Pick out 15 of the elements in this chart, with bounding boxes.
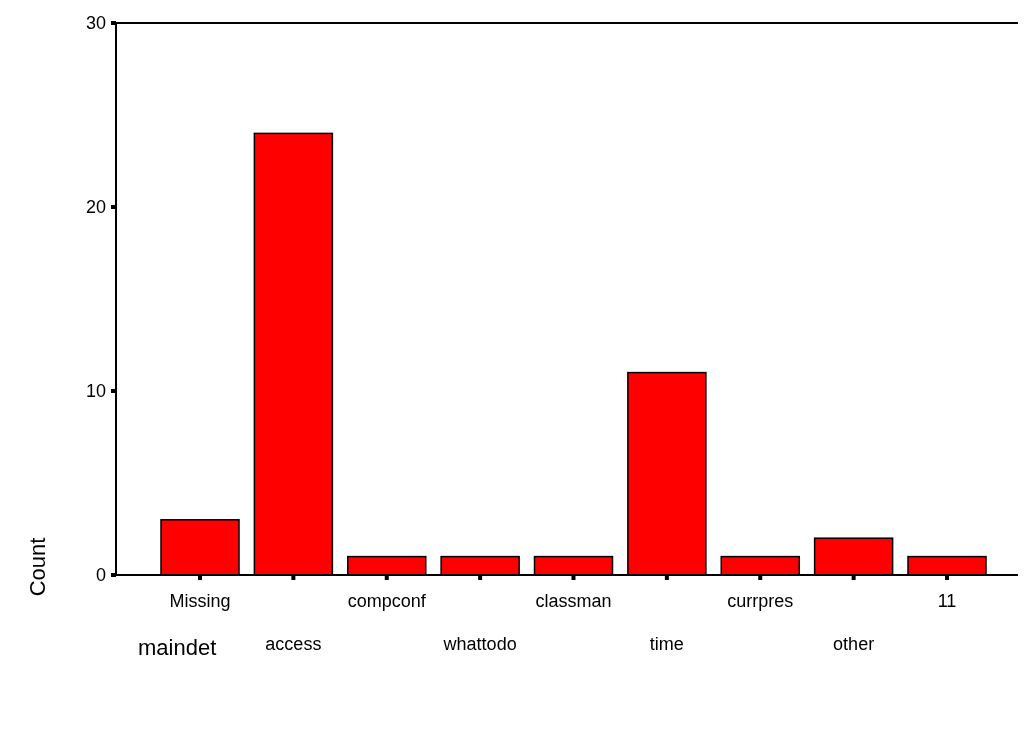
x-tick-label: time: [649, 634, 684, 654]
x-tick-label: Missing: [169, 591, 231, 611]
x-tick-label: 11: [937, 591, 957, 611]
y-tick-label: 20: [85, 197, 106, 218]
x-axis-title: maindet: [138, 635, 217, 660]
x-tick-label: currpres: [727, 591, 794, 611]
y-tick-label: 10: [85, 381, 106, 402]
y-axis-title: Count: [25, 537, 50, 597]
y-tick-label: 30: [85, 13, 106, 34]
y-tick-label: 0: [95, 565, 106, 586]
x-tick-label: other: [833, 634, 875, 654]
x-tick-label: compconf: [347, 591, 427, 611]
x-tick-label: classman: [535, 591, 612, 611]
x-tick-label: access: [265, 634, 322, 654]
x-tick-label: whattodo: [442, 634, 517, 654]
